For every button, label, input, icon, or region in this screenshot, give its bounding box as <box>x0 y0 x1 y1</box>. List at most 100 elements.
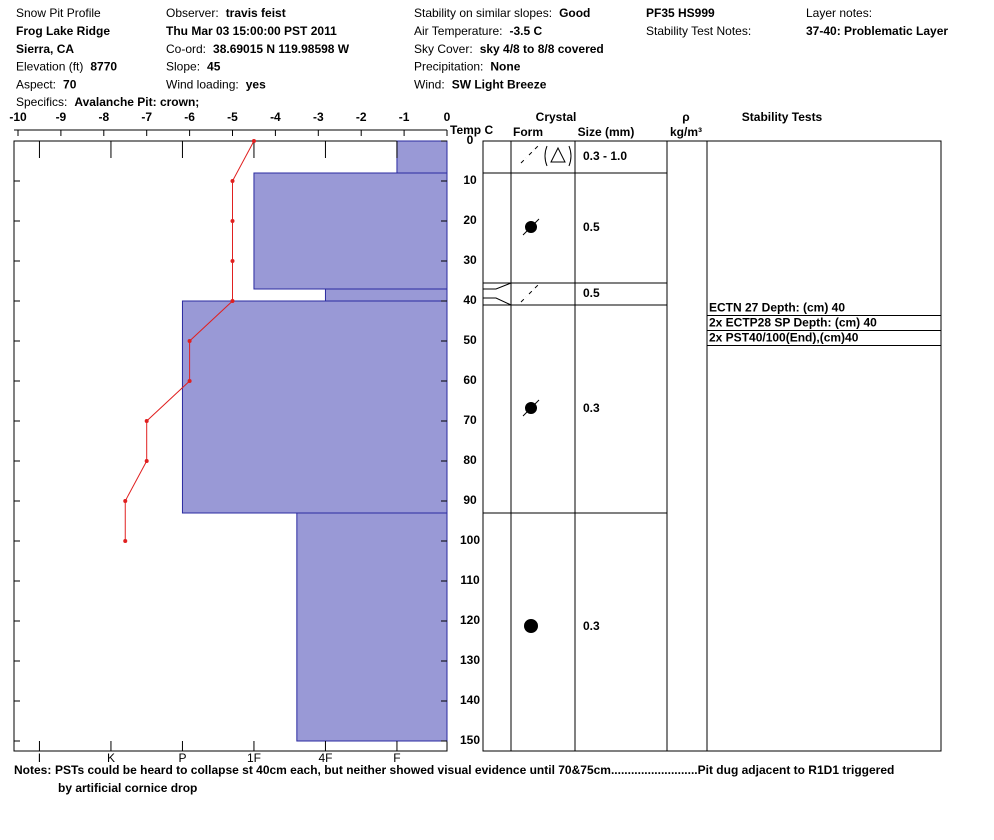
hardness-layer <box>181 300 448 514</box>
hardness-tick-label: 1F <box>247 751 261 765</box>
header-value: Frog Lake Ridge <box>16 24 110 38</box>
hardness-layer <box>296 512 448 742</box>
temperature-point <box>230 219 235 223</box>
temperature-point <box>144 419 149 423</box>
temperature-point <box>187 379 192 383</box>
depth-tick-label: 40 <box>463 293 477 307</box>
depth-tick-label: 80 <box>463 453 477 467</box>
header-value: sky 4/8 to 8/8 covered <box>480 42 604 56</box>
crystal-size: 0.3 - 1.0 <box>583 149 627 163</box>
depth-tick-label: 140 <box>460 693 480 707</box>
temp-tick-label: -1 <box>399 110 410 124</box>
temp-tick-label: -7 <box>141 110 152 124</box>
stability-test: 2x PST40/100(End),(cm)40 <box>709 331 859 345</box>
depth-tick-label: 150 <box>460 733 480 747</box>
header-label: Specifics: <box>16 95 67 109</box>
depth-tick-label: 130 <box>460 653 480 667</box>
crystal-size: 0.3 <box>583 401 600 415</box>
depth-tick-label: 20 <box>463 213 477 227</box>
header-label: Stability Test Notes: <box>646 24 751 38</box>
depth-tick-label: 110 <box>460 573 480 587</box>
notes-text: PSTs could be heard to collapse st 40cm … <box>55 763 894 777</box>
stability-test: 2x ECTP28 SP Depth: (cm) 40 <box>709 316 877 330</box>
header-value: 70 <box>63 77 77 91</box>
header-label: Co-ord: <box>166 42 206 56</box>
header-value: 38.69015 N 119.98598 W <box>213 42 350 56</box>
column-header: Size (mm) <box>578 125 635 139</box>
notes-label: Notes: <box>14 763 51 777</box>
column-header: Crystal <box>536 110 577 124</box>
depth-tick-label: 0 <box>467 133 474 147</box>
temperature-point <box>230 259 235 263</box>
temp-axis-label: Temp C <box>450 123 493 137</box>
header-value: travis feist <box>226 6 286 20</box>
header-label: Wind: <box>414 77 445 91</box>
depth-tick-label: 100 <box>460 533 480 547</box>
stability-test: ECTN 27 Depth: (cm) 40 <box>709 301 845 315</box>
depth-tick-label: 60 <box>463 373 477 387</box>
header-value: 8770 <box>90 60 117 74</box>
crystal-size: 0.3 <box>583 619 600 633</box>
temp-tick-label: 0 <box>444 110 451 124</box>
temp-tick-label: -5 <box>227 110 238 124</box>
header-label: Stability on similar slopes: <box>414 6 552 20</box>
temp-tick-label: -3 <box>313 110 324 124</box>
crystal-size: 0.5 <box>583 286 600 300</box>
temp-tick-label: -10 <box>9 110 27 124</box>
table-frame <box>482 140 942 752</box>
depth-tick-label: 90 <box>463 493 477 507</box>
header-value: Sierra, CA <box>16 42 74 56</box>
temperature-point <box>123 499 128 503</box>
temperature-point <box>251 139 256 143</box>
header-value: PF35 HS999 <box>646 6 715 20</box>
crystal-symbols <box>483 143 572 633</box>
header-label: Layer notes: <box>806 6 872 20</box>
header-label: Sky Cover: <box>414 42 473 56</box>
column-header: ρ <box>682 110 689 124</box>
temperature-point <box>144 459 149 463</box>
notes-text: by artificial cornice drop <box>58 781 197 795</box>
depth-tick-label: 120 <box>460 613 480 627</box>
hardness-tick-label: K <box>107 751 115 765</box>
temp-tick-label: -2 <box>356 110 367 124</box>
depth-tick-label: 10 <box>463 173 477 187</box>
header-label: Air Temperature: <box>414 24 502 38</box>
header-label: Slope: <box>166 60 200 74</box>
temperature-point <box>230 299 235 303</box>
hardness-layer <box>396 140 448 174</box>
header-label: Observer: <box>166 6 219 20</box>
header-value: yes <box>246 77 266 91</box>
depth-tick-label: 50 <box>463 333 477 347</box>
temperature-point <box>230 179 235 183</box>
header-text: Snow Pit Profile <box>16 6 101 20</box>
temp-tick-label: -9 <box>56 110 67 124</box>
depth-tick-label: 30 <box>463 253 477 267</box>
temperature-point <box>187 339 192 343</box>
hardness-layer <box>324 288 448 302</box>
header-label: Elevation (ft) <box>16 60 83 74</box>
header-label: Precipitation: <box>414 60 483 74</box>
column-header: kg/m³ <box>670 125 702 139</box>
column-header: Stability Tests <box>742 110 823 124</box>
temp-tick-label: -8 <box>98 110 109 124</box>
hardness-tick-label: P <box>178 751 186 765</box>
header-label: Aspect: <box>16 77 56 91</box>
hardness-tick-label: 4F <box>318 751 332 765</box>
header-value: 45 <box>207 60 221 74</box>
depth-tick-label: 70 <box>463 413 477 427</box>
header-value: Thu Mar 03 15:00:00 PST 2011 <box>166 24 337 38</box>
header-value: None <box>490 60 520 74</box>
header-value: -3.5 C <box>509 24 542 38</box>
temperature-point <box>123 539 128 543</box>
column-header: Form <box>513 125 543 139</box>
temp-tick-label: -6 <box>184 110 195 124</box>
crystal-size: 0.5 <box>583 220 600 234</box>
header-value: SW Light Breeze <box>452 77 547 91</box>
header-value: 37-40: Problematic Layer <box>806 24 948 38</box>
hardness-tick-label: F <box>393 751 400 765</box>
temp-tick-label: -4 <box>270 110 281 124</box>
header-value: Good <box>559 6 590 20</box>
hardness-tick-label: I <box>38 751 41 765</box>
header-label: Wind loading: <box>166 77 239 91</box>
